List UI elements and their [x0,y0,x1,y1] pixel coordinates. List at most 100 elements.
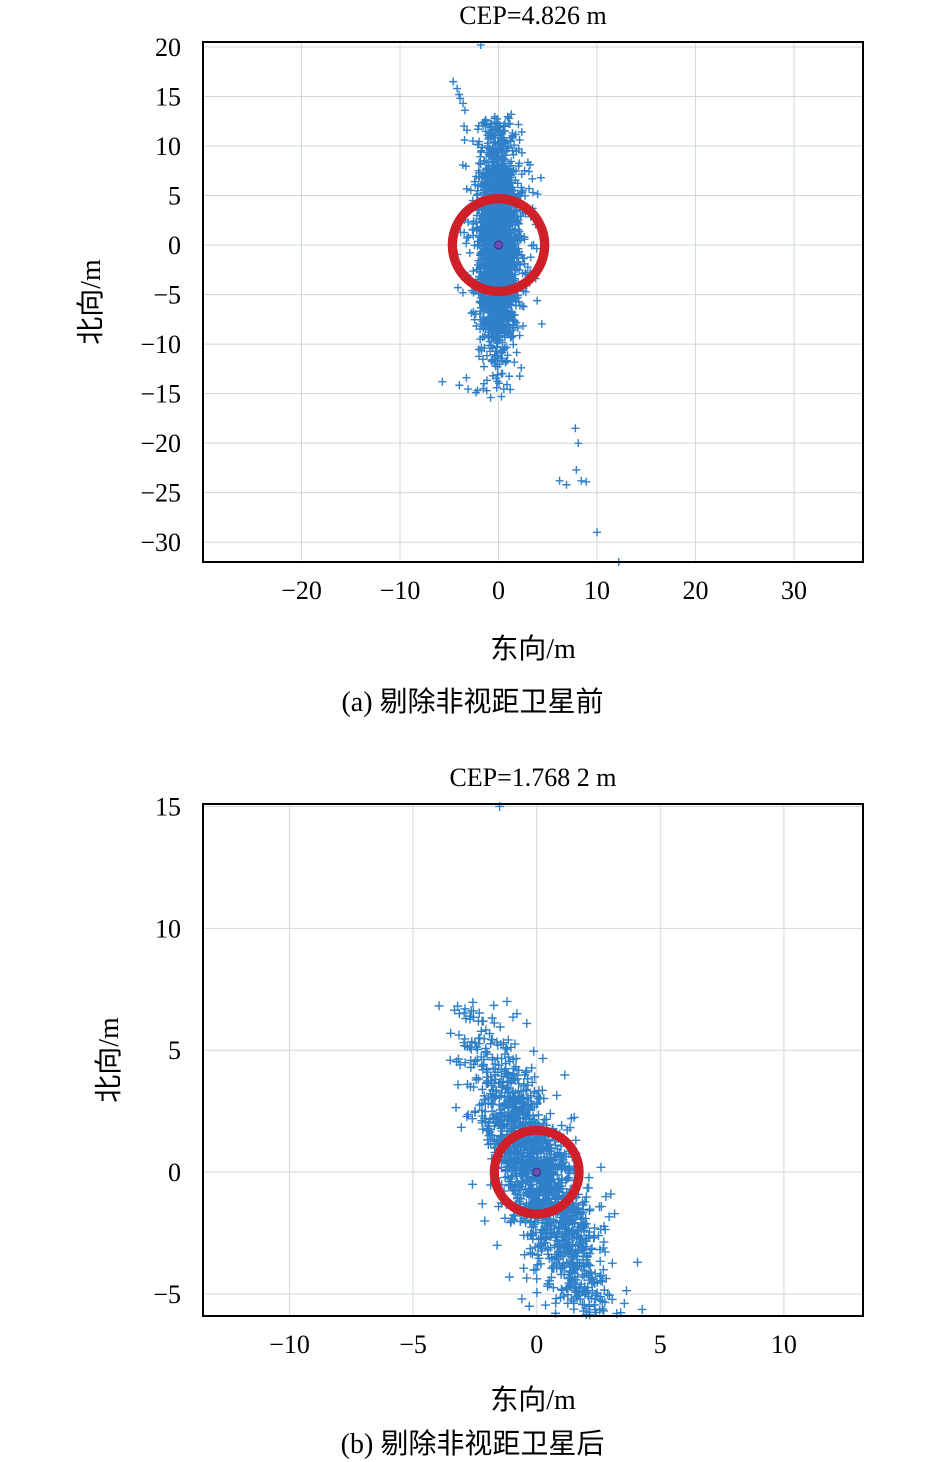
data-point [466,249,474,257]
center-point [495,241,503,249]
data-point [531,1265,540,1274]
data-point [514,121,522,129]
y-axis-label: 北向/m [75,259,107,345]
data-point [472,1073,481,1082]
data-point [571,424,579,432]
x-tick-label: 20 [683,576,709,605]
x-axis-label: 东向/m [490,633,576,665]
x-tick-label: 10 [584,576,610,605]
data-point [532,1288,541,1297]
x-tick-label: −10 [380,576,421,605]
x-tick-label: 0 [492,576,505,605]
y-tick-label: 10 [155,132,181,161]
data-point [601,1247,610,1256]
x-tick-label: 30 [781,576,807,605]
data-point [457,1123,466,1132]
data-point [455,381,463,389]
y-tick-label: −30 [140,528,181,557]
scatter-points [435,802,647,1319]
data-point [633,1258,642,1267]
y-tick-label: 15 [155,82,181,111]
data-point [583,1183,592,1192]
data-point [596,1257,605,1266]
data-point [538,1054,547,1063]
data-point [608,1259,617,1268]
data-point [552,1091,561,1100]
data-point [475,1101,484,1110]
data-point [534,1110,543,1119]
data-point [537,174,545,182]
x-tick-label: −20 [281,576,322,605]
data-point [478,1085,487,1094]
data-point [557,1121,566,1130]
data-point [595,1202,604,1211]
data-point [590,1224,599,1233]
data-point [462,374,470,382]
data-point [587,1244,596,1253]
chart-title: CEP=4.826 m [459,1,607,30]
grid-lines [203,42,863,562]
data-point [446,1029,455,1038]
data-point [489,1001,498,1010]
data-point [534,190,542,198]
data-point [490,1018,499,1027]
data-point [454,284,462,292]
data-point [454,1080,463,1089]
y-tick-label: 20 [155,33,181,62]
data-point [590,1233,599,1242]
data-point [510,358,518,366]
data-point [446,1056,455,1065]
data-point [520,303,528,311]
data-point [488,1014,497,1023]
data-point [560,1071,569,1080]
data-point [538,320,546,328]
y-tick-label: −5 [153,281,181,310]
data-point [546,1109,555,1118]
data-point [464,385,472,393]
data-point [496,1022,505,1031]
data-point [525,167,533,175]
y-tick-label: 5 [168,182,181,211]
data-point [463,185,471,193]
data-point [438,378,446,386]
scatter-points [438,41,622,566]
data-point [468,998,477,1007]
data-point [452,1103,461,1112]
data-point [532,1274,541,1283]
data-point [526,1248,535,1257]
data-point [449,78,457,86]
data-point [638,1305,647,1314]
data-point [487,394,495,402]
data-point [468,225,476,233]
data-point [462,1112,471,1121]
data-point [480,363,488,371]
data-point [513,348,521,356]
y-tick-label: −25 [140,479,181,508]
data-point [528,175,536,183]
data-point [474,1074,483,1083]
data-point [562,481,570,489]
data-point [572,466,580,474]
data-point [599,1238,608,1247]
data-point [577,477,585,485]
data-point [459,289,467,297]
data-point [520,1250,529,1259]
data-point [527,253,535,261]
data-point [593,528,601,536]
data-point [578,1270,587,1279]
data-point [620,1299,629,1308]
data-point [516,372,524,380]
data-point [569,1305,578,1314]
data-point [454,1031,463,1040]
data-point [522,1274,531,1283]
data-point [476,153,484,161]
data-point [541,1301,550,1310]
data-point [543,1282,552,1291]
data-point [585,1206,594,1215]
y-tick-label: −15 [140,380,181,409]
y-tick-label: 0 [168,231,181,260]
